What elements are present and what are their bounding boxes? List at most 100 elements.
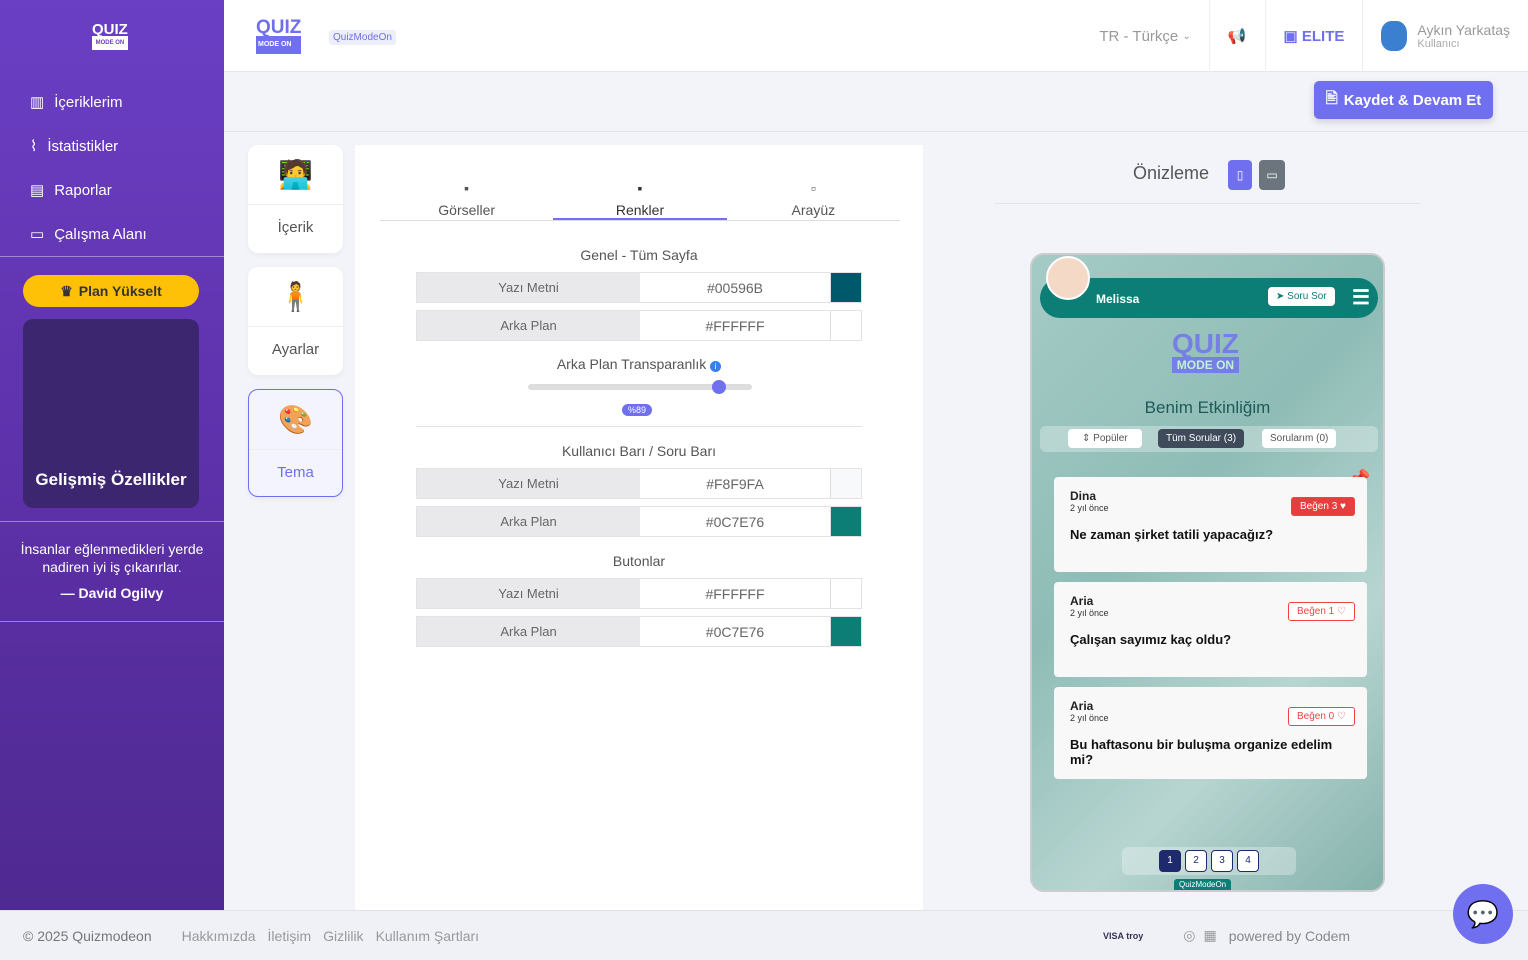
page-2[interactable]: 2 [1185,850,1207,872]
page-4[interactable]: 4 [1237,850,1259,872]
powered-by[interactable]: powered by Codem [1228,927,1351,944]
like-button[interactable]: Beğen 1 ♡ [1287,602,1355,621]
label: İçeriklerim [54,93,123,111]
color-swatch[interactable] [830,469,861,498]
save-continue-button[interactable]: 🖹 Kaydet & Devam Et [1314,81,1493,119]
ask-question-button[interactable]: ➤ Soru Sor [1268,287,1335,306]
sidebar-item-stats[interactable]: ⌇ İstatistikler [30,124,147,168]
question-card[interactable]: Dina 2 yıl önce Beğen 3 ♥ Ne zaman şirket t… [1054,477,1367,572]
crown-icon: ♛ [60,282,73,299]
info-icon: i [710,361,722,372]
color-swatch[interactable] [830,507,861,536]
file-icon: 🖹 [1325,89,1338,107]
filter-popular[interactable]: ⇕ Popüler [1068,429,1142,448]
window-icon: ▫ [810,180,816,196]
color-row[interactable]: Yazı Metni #FFFFFF [416,578,862,609]
label: Raporlar [54,181,112,199]
tab-settings[interactable]: 🧍 Ayarlar [248,267,343,375]
sidebar: QUIZ MODE ON ▥ İçeriklerim ⌇ İstatistikler … [0,0,224,910]
footer-link-contact[interactable]: İletişim [267,927,312,944]
color-swatch[interactable] [830,579,861,608]
palette-icon: ▪ [637,180,643,196]
color-swatch[interactable] [830,311,861,340]
like-button[interactable]: Beğen 0 ♡ [1287,707,1355,726]
transparency-label: Arka Plan Transparanlık i [355,356,923,372]
sidebar-logo[interactable]: QUIZ MODE ON [92,22,128,50]
avatar [1046,256,1090,300]
like-button[interactable]: Beğen 3 ♥ [1291,497,1355,516]
footer-link-about[interactable]: Hakkımızda [181,927,256,944]
advanced-features-card[interactable]: Gelişmiş Özellikler [23,319,199,508]
color-row[interactable]: Arka Plan #0C7E76 [416,616,862,647]
section-general: Genel - Tüm Sayfa [580,247,698,263]
brand-tag: QuizModeOn [1174,879,1232,890]
filter-bar: ⇕ Popüler Tüm Sorular (3) Sorularım (0) [1040,426,1378,452]
sidebar-item-contents[interactable]: ▥ İçeriklerim [30,80,147,124]
settings-illustration-icon: 🧍 [248,267,343,327]
event-title: Benim Etkinliğim [1144,398,1271,417]
divider [0,256,224,257]
copyright: © 2025 Quizmodeon [23,927,152,944]
color-swatch[interactable] [830,617,861,646]
quote: İnsanlar eğlenmedikleri yerde nadiren iy… [20,541,204,601]
chart-line-icon: ⌇ [30,138,38,155]
send-icon: ➤ [1276,291,1285,302]
divider [0,521,224,522]
transparency-value: %89 [622,404,653,416]
color-row[interactable]: Yazı Metni #F8F9FA [416,468,862,499]
preview-logo: QUIZ MODE ON [1172,328,1239,373]
tab-images[interactable]: ▪ Görseller [380,165,553,220]
user-name: Melissa [1096,292,1140,306]
color-row[interactable]: Arka Plan #FFFFFF [416,310,862,341]
preview-title: Önizleme [1133,163,1210,183]
section-buttons: Butonlar [612,553,666,569]
avatar [1381,21,1408,51]
tab-content[interactable]: 🧑‍💻 İçerik [248,145,343,253]
color-swatch[interactable] [830,273,861,302]
upgrade-plan-button[interactable]: ♛ Plan Yükselt [23,275,199,307]
color-row[interactable]: Arka Plan #0C7E76 [416,506,862,537]
brand-badge: QuizModeOn [329,30,396,45]
label: İstatistikler [47,137,119,155]
divider [995,203,1420,204]
mobile-view-button[interactable]: ▯ [1228,160,1252,190]
tab-interface[interactable]: ▫ Arayüz [727,165,900,220]
content-illustration-icon: 🧑‍💻 [248,145,343,205]
image-icon: ▪ [464,180,470,196]
advanced-label: Gelişmiş Özellikler [35,470,187,489]
chevron-down-icon: ⌄ [1182,30,1191,42]
linkedin-icon[interactable]: ▦ [1203,927,1217,943]
label: Çalışma Alanı [54,225,147,243]
footer-link-terms[interactable]: Kullanım Şartları [375,927,480,944]
section-user-bar: Kullanıcı Barı / Soru Barı [561,443,717,459]
page-3[interactable]: 3 [1211,850,1233,872]
question-card[interactable]: Aria 2 yıl önce Beğen 0 ♡ Bu haftasonu bir … [1054,687,1367,779]
user-menu[interactable]: Aykın Yarkataş Kullanıcı [1362,0,1528,72]
footer: © 2025 Quizmodeon Hakkımızda İletişim Gi… [0,910,1528,960]
color-row[interactable]: Yazı Metni #00596B [416,272,862,303]
megaphone-icon[interactable]: 📢 [1208,0,1265,72]
desktop-view-button[interactable]: ▭ [1259,160,1285,190]
chat-button[interactable]: 💬 [1453,884,1513,944]
language-select[interactable]: TR - Türkçe ⌄ [1099,27,1191,45]
filter-mine[interactable]: Sorularım (0) [1262,429,1337,448]
tab-colors[interactable]: ▪ Renkler [553,165,727,220]
divider [224,131,1528,132]
filter-all[interactable]: Tüm Sorular (3) [1158,429,1245,448]
plan-badge[interactable]: ▣ ELITE [1264,0,1363,72]
page-1[interactable]: 1 [1159,850,1181,872]
report-icon: ▤ [30,182,45,199]
instagram-icon[interactable]: ◎ [1183,927,1196,943]
slider-handle[interactable] [712,380,726,394]
id-card-icon: ▣ [1283,28,1298,45]
footer-link-privacy[interactable]: Gizlilik [323,927,364,944]
menu-icon[interactable]: ☰ [1352,287,1370,309]
sidebar-item-reports[interactable]: ▤ Raporlar [30,168,147,212]
sidebar-item-workspace[interactable]: ▭ Çalışma Alanı [30,212,147,256]
user-bar: Melissa ➤ Soru Sor ☰ [1040,256,1378,318]
header-logo[interactable]: QUIZ MODE ON [256,18,302,54]
question-card[interactable]: Aria 2 yıl önce Beğen 1 ♡ Çalışan sayımız k… [1054,582,1367,677]
tab-theme[interactable]: 🎨 Tema [248,389,343,497]
transparency-slider[interactable] [528,380,752,394]
